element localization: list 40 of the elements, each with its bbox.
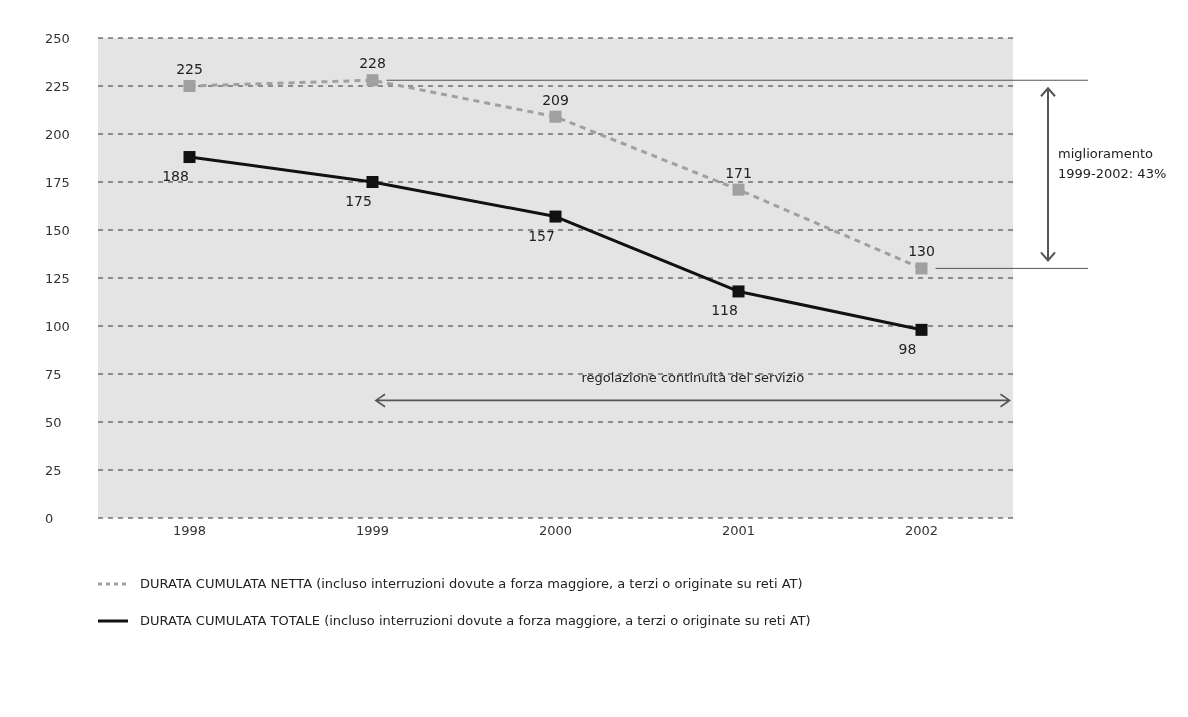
data-label: 98 [898, 340, 917, 357]
x-tick-label: 2000 [538, 523, 573, 539]
data-label: 130 [908, 243, 935, 260]
y-tick-label: 100 [45, 318, 70, 334]
point [549, 210, 562, 223]
y-tick-label: 50 [45, 414, 62, 430]
data-label: 171 [725, 164, 752, 181]
x-tick-label: 1999 [355, 523, 390, 539]
y-tick-label: 125 [45, 270, 70, 286]
annotation: regolazione continuità del servizio [580, 370, 806, 386]
point [732, 285, 745, 298]
data-label: 157 [528, 227, 555, 244]
y-tick-label: 25 [45, 462, 62, 478]
x-tick-label: 1998 [172, 523, 207, 539]
point [366, 74, 379, 87]
point [732, 183, 745, 196]
y-tick-label: 150 [45, 222, 70, 238]
y-tick-label: 225 [45, 78, 70, 94]
legend-label: DURATA CUMULATA NETTA (incluso interruzioni dovute a forza maggiore, a terzi o originate su reti AT) [140, 576, 803, 591]
data-label: 175 [345, 193, 372, 209]
data-label: 209 [542, 91, 569, 108]
legend-label: DURATA CUMULATA TOTALE (incluso interruzioni dovute a forza maggiore, a terzi o originate su reti AT) [140, 613, 811, 628]
y-tick-label: 75 [45, 366, 62, 382]
point [915, 323, 928, 336]
y-tick-label: 0 [45, 510, 54, 526]
text: miglioramento 1999-2002: 43% [1058, 145, 1168, 184]
x-tick-label: 2001 [721, 523, 756, 539]
y-tick-label: 250 [45, 30, 70, 46]
point [915, 262, 928, 275]
data-label: 225 [176, 61, 203, 77]
point [549, 110, 562, 123]
point [366, 176, 379, 188]
x-tick-label: 2002 [904, 523, 939, 539]
data-label: 228 [359, 55, 386, 72]
y-tick-label: 175 [45, 174, 70, 190]
y-tick-label: 200 [45, 126, 70, 142]
data-label: 188 [162, 168, 189, 185]
point [183, 80, 196, 92]
point [183, 151, 196, 164]
data-label: 118 [711, 302, 738, 319]
